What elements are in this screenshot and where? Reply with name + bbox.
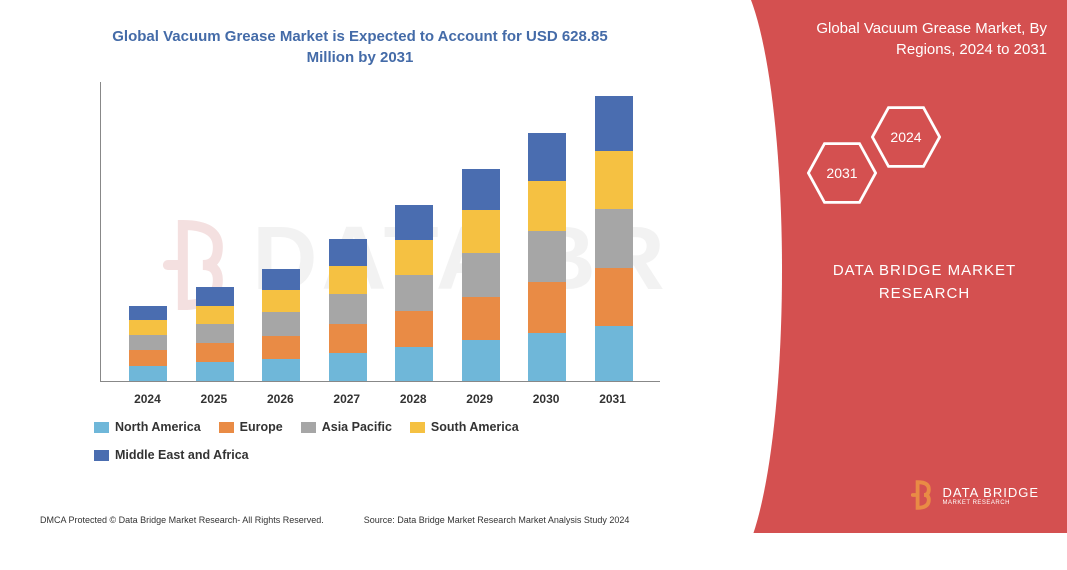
segment-asia-pacific	[196, 324, 234, 343]
legend-item: Asia Pacific	[301, 420, 392, 434]
segment-south-america	[395, 240, 433, 275]
legend-swatch	[219, 422, 234, 433]
x-label: 2029	[450, 392, 510, 406]
segment-south-america	[329, 266, 367, 294]
segment-asia-pacific	[528, 231, 566, 282]
segment-north-america	[595, 326, 633, 381]
segment-europe	[329, 324, 367, 353]
hexagon-group: 2031 2024	[807, 100, 1007, 240]
segment-south-america	[462, 210, 500, 253]
segment-north-america	[329, 353, 367, 381]
footer-source: Source: Data Bridge Market Research Mark…	[364, 515, 630, 525]
segment-europe	[395, 311, 433, 347]
segment-europe	[196, 343, 234, 362]
segment-europe	[129, 350, 167, 365]
segment-south-america	[129, 320, 167, 335]
legend-label: Europe	[240, 420, 283, 434]
legend-item: Middle East and Africa	[94, 448, 249, 462]
segment-asia-pacific	[595, 209, 633, 268]
chart-legend: North America Europe Asia Pacific South Ame…	[94, 420, 660, 462]
logo-text-block: DATA BRIDGE MARKET RESEARCH	[943, 485, 1039, 506]
logo-subtext: MARKET RESEARCH	[943, 500, 1039, 506]
panel-curve-divider	[672, 0, 782, 570]
segment-north-america	[262, 359, 300, 381]
x-label: 2025	[184, 392, 244, 406]
brand-line-1: DATA BRIDGE MARKET	[802, 260, 1047, 283]
segment-middle-east-and-africa	[129, 306, 167, 321]
legend-item: North America	[94, 420, 201, 434]
brand-logo: DATA BRIDGE MARKET RESEARCH	[911, 479, 1039, 511]
segment-europe	[595, 268, 633, 326]
x-label: 2026	[250, 392, 310, 406]
segment-asia-pacific	[462, 253, 500, 297]
segment-south-america	[528, 181, 566, 231]
segment-middle-east-and-africa	[528, 133, 566, 181]
segment-north-america	[196, 362, 234, 381]
legend-item: South America	[410, 420, 519, 434]
segment-middle-east-and-africa	[462, 169, 500, 210]
x-label: 2024	[117, 392, 177, 406]
legend-swatch	[301, 422, 316, 433]
legend-label: Middle East and Africa	[115, 448, 249, 462]
legend-swatch	[94, 450, 109, 461]
segment-south-america	[262, 290, 300, 312]
footer-copyright: DMCA Protected © Data Bridge Market Rese…	[40, 515, 324, 525]
segment-asia-pacific	[262, 312, 300, 335]
infographic-root: DATA BRIDGE Global Vacuum Grease Market …	[0, 0, 1067, 533]
segment-europe	[528, 282, 566, 333]
x-label: 2027	[317, 392, 377, 406]
legend-label: North America	[115, 420, 201, 434]
logo-text: DATA BRIDGE	[943, 485, 1039, 500]
segment-north-america	[395, 347, 433, 381]
footer: DMCA Protected © Data Bridge Market Rese…	[40, 515, 687, 525]
segment-middle-east-and-africa	[329, 239, 367, 266]
segment-asia-pacific	[395, 275, 433, 311]
chart-area: 2024 2025 2026 2027 2028 2029 2030 2031	[70, 82, 670, 412]
segment-asia-pacific	[329, 294, 367, 323]
x-label: 2031	[583, 392, 643, 406]
segment-north-america	[129, 366, 167, 381]
segment-asia-pacific	[129, 335, 167, 350]
chart-title: Global Vacuum Grease Market is Expected …	[100, 26, 620, 68]
hex-2024: 2024	[871, 106, 941, 168]
hex-2031: 2031	[807, 142, 877, 204]
segment-south-america	[595, 151, 633, 208]
legend-swatch	[410, 422, 425, 433]
left-panel: Global Vacuum Grease Market is Expected …	[0, 0, 680, 533]
logo-b-icon	[911, 479, 937, 511]
legend-item: Europe	[219, 420, 283, 434]
segment-middle-east-and-africa	[196, 287, 234, 306]
segment-north-america	[528, 333, 566, 381]
right-panel: Global Vacuum Grease Market, By Regions,…	[727, 0, 1067, 533]
legend-label: Asia Pacific	[322, 420, 392, 434]
segment-middle-east-and-africa	[595, 96, 633, 151]
bar-plot	[100, 82, 660, 382]
hex-year-2: 2024	[890, 129, 921, 145]
brand-text-block: DATA BRIDGE MARKET RESEARCH	[802, 260, 1047, 305]
hex-year-1: 2031	[826, 165, 857, 181]
x-label: 2030	[516, 392, 576, 406]
legend-swatch	[94, 422, 109, 433]
segment-middle-east-and-africa	[262, 269, 300, 290]
segment-north-america	[462, 340, 500, 381]
segment-europe	[262, 336, 300, 359]
segment-europe	[462, 297, 500, 340]
brand-line-2: RESEARCH	[802, 283, 1047, 306]
x-label: 2028	[383, 392, 443, 406]
right-panel-title: Global Vacuum Grease Market, By Regions,…	[797, 18, 1047, 60]
segment-south-america	[196, 306, 234, 325]
segment-middle-east-and-africa	[395, 205, 433, 239]
legend-label: South America	[431, 420, 519, 434]
